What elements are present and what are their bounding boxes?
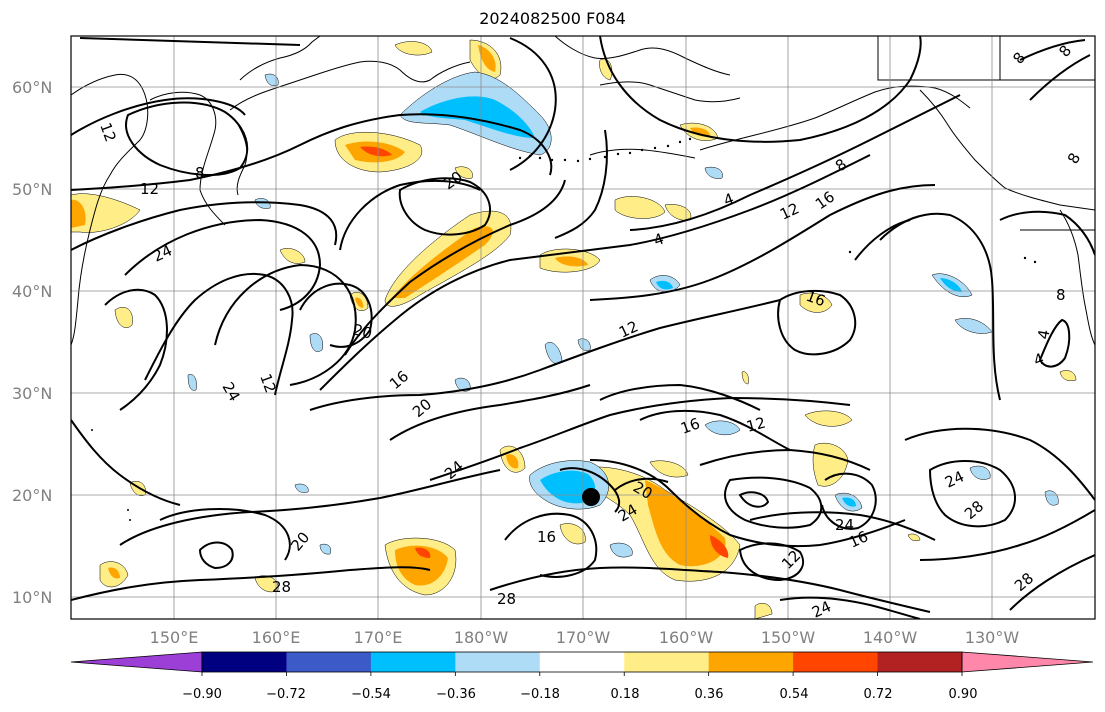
contour-lines (71, 36, 1095, 619)
contour-label: 16 (537, 528, 556, 546)
colorbar-cell (539, 652, 625, 672)
colorbar-tick-label: −0.18 (520, 687, 560, 702)
colorbar-cells (70, 651, 1094, 673)
lon-label: 180°W (454, 628, 509, 647)
colorbar-tick-label: 0.18 (611, 687, 640, 702)
colorbar-ticks (201, 672, 963, 676)
colorbar-cell (793, 652, 879, 672)
colorbar-cell (877, 652, 963, 672)
contour-label: 12 (140, 180, 159, 198)
colorbar-extension-high (961, 651, 1094, 673)
colorbar: −0.90 −0.72 −0.54 −0.36 −0.18 0.18 0.36 … (70, 651, 1094, 702)
lon-label: 150°W (761, 628, 816, 647)
colorbar-extension-low (70, 651, 203, 673)
contour-label: 8 (195, 164, 205, 182)
coastlines (71, 36, 1095, 346)
map-title: 2024082500 F084 (479, 9, 626, 28)
lon-label: 150°E (150, 628, 199, 647)
lat-label: 50°N (12, 180, 52, 199)
lon-label: 160°W (659, 628, 714, 647)
contour-label: 16 (678, 414, 702, 437)
longitude-labels: 150°E 160°E 170°E 180°W 170°W 160°W 150°… (150, 628, 1020, 647)
colorbar-tick-label: 0.90 (949, 687, 978, 702)
colorbar-cell (370, 652, 456, 672)
contour-label: 12 (744, 414, 767, 436)
colorbar-cell (624, 652, 710, 672)
latitude-labels: 60°N 50°N 40°N 30°N 20°N 10°N (12, 78, 52, 607)
lat-label: 60°N (12, 78, 52, 97)
colorbar-tick-labels: −0.90 −0.72 −0.54 −0.36 −0.18 0.18 0.36 … (182, 687, 977, 702)
colorbar-frame (201, 651, 963, 673)
colorbar-tick-label: 0.72 (864, 687, 893, 702)
positive-shading (71, 39, 1077, 619)
contour-label: 8 (1056, 286, 1066, 304)
lat-label: 40°N (12, 282, 52, 301)
contour-label: 16 (804, 287, 828, 310)
lat-label: 30°N (12, 384, 52, 403)
map-area (71, 36, 1095, 619)
contour-label: 28 (272, 578, 291, 596)
map-frame (70, 35, 1096, 620)
contour-label: 28 (497, 590, 516, 608)
lon-label: 130°W (965, 628, 1020, 647)
lon-label: 160°E (252, 628, 301, 647)
colorbar-tick-label: −0.54 (351, 687, 391, 702)
contour-label: 12 (96, 120, 119, 144)
contour-label: 20 (351, 320, 374, 342)
colorbar-tick-label: 0.36 (695, 687, 724, 702)
lon-label: 170°W (556, 628, 611, 647)
contour-label: 4 (1034, 328, 1053, 341)
colorbar-tick-label: 0.54 (780, 687, 809, 702)
contour-label: 12 (256, 371, 279, 395)
storm-center-dot (582, 488, 600, 506)
colorbar-cell (202, 652, 287, 672)
colorbar-tick-label: −0.36 (436, 687, 476, 702)
colorbar-cell (708, 652, 794, 672)
colorbar-tick-label: −0.72 (266, 687, 306, 702)
colorbar-cell (286, 652, 372, 672)
lon-label: 170°E (354, 628, 403, 647)
lon-label: 140°W (863, 628, 918, 647)
colorbar-cell (455, 652, 541, 672)
contour-label: 24 (835, 516, 854, 534)
lat-label: 10°N (12, 588, 52, 607)
colorbar-tick-label: −0.90 (182, 687, 222, 702)
lat-label: 20°N (12, 486, 52, 505)
